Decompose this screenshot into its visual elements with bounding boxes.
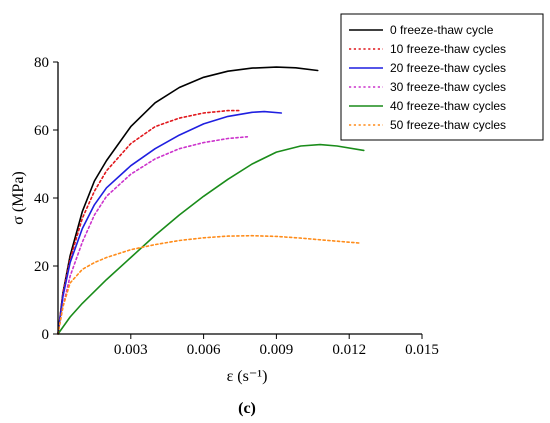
legend-label-0: 0 freeze-thaw cycle (390, 23, 494, 37)
x-tick-label: 0.015 (405, 342, 439, 358)
legend-label-1: 10 freeze-thaw cycles (390, 42, 506, 56)
legend-box (340, 13, 544, 141)
x-tick-label: 0.009 (260, 342, 294, 358)
series-line-3 (57, 136, 249, 335)
y-tick-label: 80 (34, 55, 49, 71)
legend-label-5: 50 freeze-thaw cycles (390, 118, 506, 132)
legend: 0 freeze-thaw cycle 10 freeze-thaw cycles… (340, 13, 544, 141)
legend-label-2: 20 freeze-thaw cycles (390, 61, 506, 75)
y-tick-label: 20 (34, 259, 49, 275)
panel-label: (c) (238, 400, 256, 417)
series-line-5 (57, 234, 363, 335)
legend-label-3: 30 freeze-thaw cycles (390, 80, 506, 94)
y-tick-label: 0 (42, 327, 50, 343)
x-axis-label: ε (s⁻¹) (227, 368, 268, 385)
x-tick-label: 0.006 (187, 342, 221, 358)
series-line-2 (57, 110, 283, 335)
x-tick-label: 0.012 (332, 342, 366, 358)
series-line-4 (57, 143, 365, 335)
y-tick-label: 40 (34, 191, 49, 207)
y-axis-label: σ (MPa) (10, 171, 27, 225)
ticks: 0.003 0.006 0.009 0.012 0.015 0 20 40 60 80 (34, 55, 439, 358)
legend-label-4: 40 freeze-thaw cycles (390, 99, 506, 113)
series-line-0 (57, 66, 319, 335)
y-tick-label: 60 (34, 123, 49, 139)
plot-series (57, 66, 365, 335)
x-tick-label: 0.003 (114, 342, 148, 358)
